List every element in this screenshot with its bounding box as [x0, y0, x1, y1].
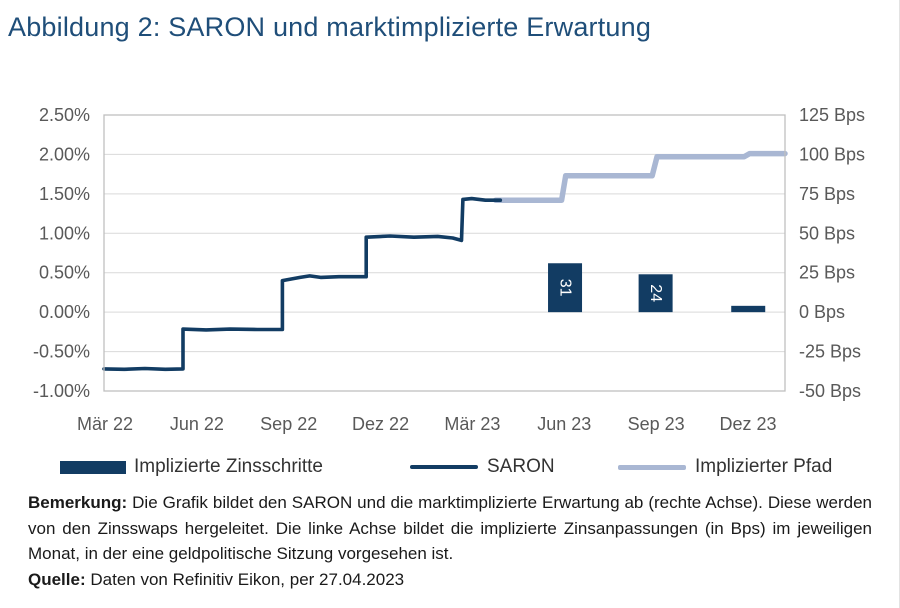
right-axis-label: 125 Bps: [799, 105, 865, 125]
source-text: Quelle: Daten von Refinitiv Eikon, per 2…: [28, 569, 405, 589]
remark-text: Bemerkung: Die Grafik bildet den SARON u…: [28, 493, 872, 563]
rate-step-bar: [731, 305, 766, 313]
left-axis-label: 1.50%: [39, 184, 90, 204]
left-axis-label: -1.00%: [33, 381, 90, 401]
x-axis-label: Sep 23: [628, 414, 685, 434]
x-axis-label: Mär 22: [77, 414, 133, 434]
x-axis-label: Dez 22: [352, 414, 409, 434]
rate-step-bar: [548, 263, 583, 313]
bar-label: 31: [557, 279, 574, 297]
chart-legend: Implizierte Zinsschritte SARON Implizier…: [0, 454, 900, 480]
rate-step-bar: [638, 274, 673, 313]
line-swatch-icon: [410, 465, 478, 469]
right-axis-label: -50 Bps: [799, 381, 861, 401]
remark-label: Bemerkung:: [28, 493, 128, 512]
x-axis-label: Sep 22: [260, 414, 317, 434]
x-axis-label: Jun 22: [170, 414, 224, 434]
legend-label: SARON: [487, 456, 555, 477]
notes-block: Bemerkung: Die Grafik bildet den SARON u…: [28, 490, 872, 592]
left-axis-label: -0.50%: [33, 342, 90, 362]
left-axis-label: 1.00%: [39, 223, 90, 243]
left-axis-label: 2.00%: [39, 144, 90, 164]
implied-path-line: [492, 150, 788, 203]
line-swatch-icon: [618, 464, 686, 470]
left-axis-label: 0.50%: [39, 263, 90, 283]
right-axis-label: 25 Bps: [799, 263, 855, 283]
right-axis-label: 50 Bps: [799, 223, 855, 243]
right-axis-label: 100 Bps: [799, 144, 865, 164]
x-axis-label: Dez 23: [719, 414, 776, 434]
right-axis-label: -25 Bps: [799, 342, 861, 362]
plot-border: [103, 114, 786, 392]
saron-line: [102, 196, 503, 372]
right-axis-label: 75 Bps: [799, 184, 855, 204]
bar-swatch-icon: [60, 460, 126, 474]
bar-label: 24: [647, 284, 664, 302]
legend-label: Implizierte Zinsschritte: [134, 456, 323, 477]
left-axis-label: 2.50%: [39, 105, 90, 125]
legend-item-saron: SARON: [410, 454, 555, 480]
source-label: Quelle:: [28, 569, 86, 589]
legend-label: Implizierter Pfad: [695, 456, 833, 477]
x-axis-label: Mär 23: [444, 414, 500, 434]
legend-item-implied-path: Implizierter Pfad: [618, 454, 832, 480]
legend-item-implied-steps: Implizierte Zinsschritte: [60, 454, 323, 480]
right-axis-label: 0 Bps: [799, 302, 845, 322]
left-axis-label: 0.00%: [39, 302, 90, 322]
x-axis-label: Jun 23: [537, 414, 591, 434]
page-title: Abbildung 2: SARON und marktimplizierte …: [8, 12, 652, 42]
